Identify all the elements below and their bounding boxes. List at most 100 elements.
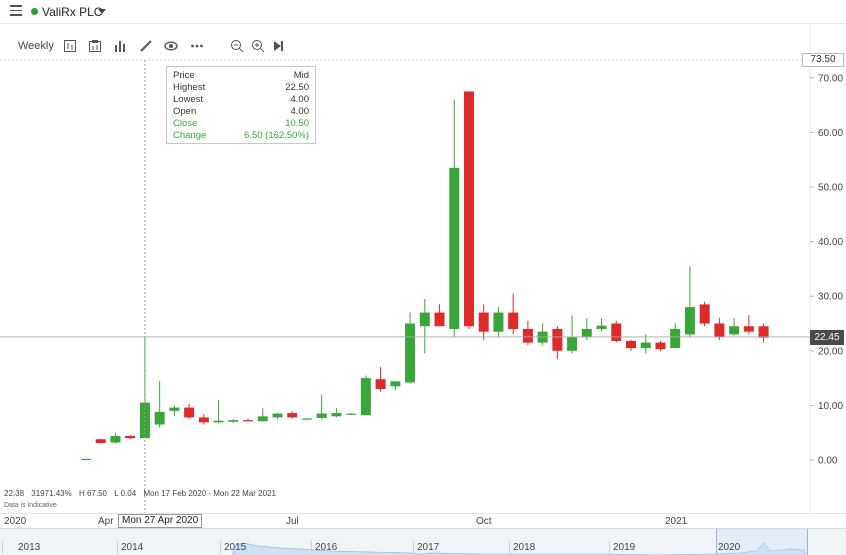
x-tick-label: Apr [98, 516, 114, 527]
tooltip-value: 4.00 [290, 94, 310, 105]
candle-up [729, 318, 740, 336]
candle-body [198, 417, 209, 423]
candle-body [301, 418, 312, 420]
zoom-in-icon[interactable] [251, 39, 265, 53]
navigator-divider [609, 541, 610, 554]
menu-icon[interactable] [10, 5, 22, 17]
y-tick-label: 50.00 [818, 183, 843, 194]
candle-up [449, 99, 460, 338]
candle-body [626, 340, 637, 349]
last-price-text: 22.38 [4, 489, 25, 498]
candle-up [110, 432, 121, 444]
navigator-year: 2017 [417, 542, 440, 553]
candle-down [198, 414, 209, 425]
candle-body [154, 411, 165, 425]
navigator-window[interactable] [716, 529, 808, 555]
candle-up [581, 318, 592, 340]
x-tick-label: Oct [476, 516, 492, 527]
candle-body [405, 323, 416, 383]
ohlc-tooltip: Price Mid Highest 22.50 Lowest 4.00 Open 4.0… [166, 66, 316, 144]
candle-body [640, 342, 651, 349]
candle-down [434, 304, 445, 327]
y-tick-label: 10.00 [818, 401, 843, 412]
candle-down [699, 301, 710, 327]
low-text: L 0.04 [114, 489, 137, 498]
candle-body [596, 325, 607, 329]
candle-body [508, 312, 519, 329]
chart-settings-icon[interactable] [88, 39, 102, 53]
bar-chart-icon[interactable] [113, 39, 127, 53]
candle-up [537, 323, 548, 346]
candle-body [316, 413, 327, 418]
tooltip-value: 4.00 [290, 106, 310, 117]
candle-body [346, 413, 357, 415]
navigator-year: 2019 [613, 542, 636, 553]
tooltip-label: Open [173, 106, 197, 117]
draw-pencil-icon[interactable] [139, 39, 153, 53]
candle-up [640, 334, 651, 354]
candle-body [257, 416, 268, 422]
candle-body [272, 413, 283, 418]
candle-body [331, 413, 342, 417]
top-bar: ValiRx PLC [0, 0, 846, 24]
candle-up [169, 405, 180, 417]
candle-body [567, 337, 578, 351]
candlestick-chart-icon[interactable] [63, 39, 77, 53]
candle-down [478, 304, 489, 340]
navigator-divider [2, 541, 3, 554]
zoom-out-icon[interactable] [230, 39, 244, 53]
tooltip-label: Highest [173, 82, 206, 93]
candle-up [213, 399, 224, 424]
candle-up [596, 318, 607, 332]
chevron-down-icon[interactable] [98, 9, 106, 14]
navigator-divider [311, 541, 312, 554]
candle-body [419, 312, 430, 327]
play-forward-icon[interactable] [271, 39, 285, 53]
candle-down [552, 326, 563, 359]
date-range-text: Mon 17 Feb 2020 - Mon 22 Mar 2021 [143, 489, 276, 498]
candle-down [243, 418, 254, 422]
market-status-dot [31, 8, 38, 15]
candle-body [449, 167, 460, 329]
x-tick-label: 2021 [665, 516, 688, 527]
candle-body [287, 413, 298, 418]
price-chart[interactable]: 0.00 10.00 20.00 30.00 40.00 50.00 60.00 70.00 [0, 0, 846, 513]
candle-down [125, 434, 136, 440]
candle-down [287, 411, 298, 419]
navigator-year: 2020 [718, 542, 741, 553]
tooltip-value: 22.50 [285, 82, 309, 93]
y-tick-label: 30.00 [818, 292, 843, 303]
candle-body [228, 420, 239, 422]
candle-body [714, 323, 725, 338]
tooltip-header-row: Price Mid [173, 70, 309, 82]
navigator-year: 2018 [513, 542, 536, 553]
tooltip-change-row: Change 6.50 (162.50%) [173, 130, 309, 142]
candle-body [611, 323, 622, 341]
candle-down [508, 293, 519, 335]
tooltip-lowest-row: Lowest 4.00 [173, 94, 309, 106]
candle-up [301, 417, 312, 420]
candle-body [169, 407, 180, 411]
candle-up [154, 380, 165, 428]
candle-body [434, 312, 445, 327]
more-icon[interactable] [190, 39, 204, 53]
tooltip-value: 6.50 (162.50%) [244, 130, 309, 141]
period-selector[interactable]: Weekly [18, 40, 54, 52]
candle-up [346, 413, 357, 416]
candle-up [272, 413, 283, 420]
candle-down [522, 320, 533, 346]
candle-body [184, 407, 195, 418]
candle-body [699, 304, 710, 324]
time-navigator[interactable]: 2013 2014 2015 2016 2017 2018 2019 2020 [0, 528, 846, 555]
chart-toolbar: Weekly [0, 34, 300, 58]
y-tick-label: 40.00 [818, 237, 843, 248]
navigator-year: 2016 [315, 542, 338, 553]
navigator-year: 2013 [18, 542, 41, 553]
top-price-tag: 73.50 [802, 53, 844, 67]
candle-up [257, 408, 268, 422]
candle-body [581, 328, 592, 338]
tooltip-open-row: Open 4.00 [173, 106, 309, 118]
eye-icon[interactable] [164, 39, 178, 53]
ticker-name[interactable]: ValiRx PLC [42, 5, 103, 19]
navigator-divider [509, 541, 510, 554]
